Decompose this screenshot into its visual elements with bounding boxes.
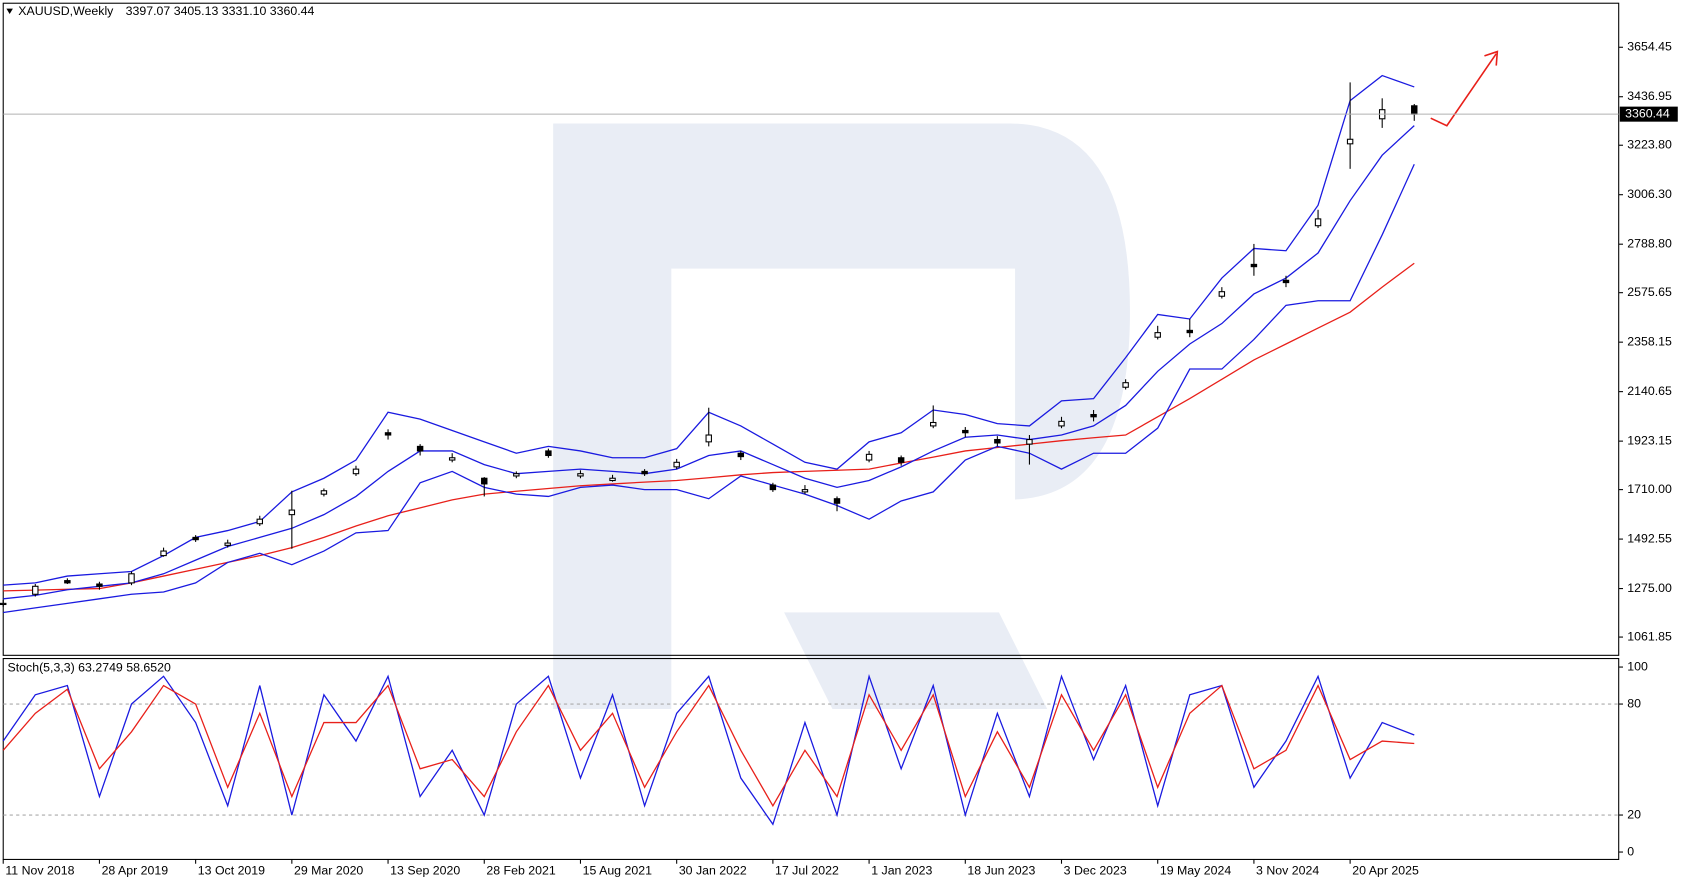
x-tick-label: 19 May 2024 xyxy=(1160,864,1231,878)
y-tick-label: 1710.00 xyxy=(1627,482,1672,496)
arrow-line xyxy=(1430,53,1497,127)
x-tick-label: 20 Apr 2025 xyxy=(1352,864,1419,878)
x-tick-label: 18 Jun 2023 xyxy=(967,864,1035,878)
candle-body xyxy=(577,473,584,477)
candle-body xyxy=(448,457,456,461)
series-line xyxy=(3,164,1415,614)
candle-body xyxy=(1282,279,1290,284)
y-tick-label: 3654.45 xyxy=(1627,40,1672,54)
price-quote: 3397.07 3405.13 3331.10 3360.44 xyxy=(126,4,315,18)
watermark xyxy=(553,123,1130,710)
candle-body xyxy=(865,453,873,461)
candle-body xyxy=(1058,420,1065,427)
series-line xyxy=(3,262,1415,592)
candle-body xyxy=(801,489,809,493)
candle-body xyxy=(962,429,969,434)
y-tick-label: 3006.30 xyxy=(1627,187,1672,201)
candle-body xyxy=(641,470,648,475)
dropdown-icon xyxy=(6,8,13,14)
candle-body xyxy=(673,461,680,468)
candle-body xyxy=(737,452,745,458)
y-tick-label: 1275.00 xyxy=(1627,581,1672,595)
x-tick-label: 13 Sep 2020 xyxy=(390,864,460,878)
candle-body xyxy=(288,509,296,516)
y-tick-label: 3436.95 xyxy=(1627,89,1672,103)
candle-body xyxy=(705,434,712,443)
series-line xyxy=(3,125,1415,600)
y-tick-label: 2358.15 xyxy=(1627,334,1672,348)
candle-body xyxy=(1218,291,1226,297)
x-tick-label: 30 Jan 2022 xyxy=(679,864,747,878)
arrow-head xyxy=(1484,50,1499,66)
watermark-leg xyxy=(784,612,1048,710)
candle-body xyxy=(352,468,360,475)
candle-body xyxy=(897,457,905,463)
candle-body xyxy=(256,518,263,525)
x-tick-label: 15 Aug 2021 xyxy=(583,864,652,878)
candle-body xyxy=(769,484,777,491)
candle-body xyxy=(1250,263,1258,268)
candle-body xyxy=(320,490,328,495)
series-line xyxy=(2,684,1415,808)
y-tick-label: 80 xyxy=(1627,696,1641,710)
last-price-box xyxy=(1619,106,1678,122)
candle-body xyxy=(930,421,937,427)
x-tick-label: 11 Nov 2018 xyxy=(5,864,74,878)
x-tick-label: 28 Apr 2019 xyxy=(102,864,169,878)
x-tick-label: 1 Jan 2023 xyxy=(871,864,932,878)
y-tick-label: 2575.65 xyxy=(1627,285,1672,299)
candle-body xyxy=(224,542,231,546)
candle-body xyxy=(160,550,167,557)
candle-body xyxy=(416,445,424,452)
candle-body xyxy=(96,583,103,587)
candle-body xyxy=(192,536,199,541)
candle-body xyxy=(1314,218,1322,227)
candle-body xyxy=(1346,138,1354,145)
candle-body xyxy=(1026,439,1033,445)
x-tick-label: 29 Mar 2020 xyxy=(294,864,363,878)
price-title: XAUUSD,Weekly xyxy=(18,4,114,18)
candle-body xyxy=(513,473,520,477)
x-tick-label: 13 Oct 2019 xyxy=(198,864,265,878)
price-panel-frame xyxy=(2,2,1620,656)
candle-body xyxy=(64,580,71,584)
candle-body xyxy=(833,498,841,504)
forecast-arrow xyxy=(1430,50,1499,127)
y-tick-label: 100 xyxy=(1627,659,1648,673)
candle-body xyxy=(32,585,39,595)
y-tick-label: 2788.80 xyxy=(1627,236,1672,250)
candle-body xyxy=(384,432,392,436)
candle-body xyxy=(1122,382,1129,388)
last-price-label: 3360.44 xyxy=(1625,106,1670,120)
series-line xyxy=(2,673,1415,826)
candle-body xyxy=(128,573,135,584)
x-tick-label: 3 Nov 2024 xyxy=(1256,864,1319,878)
candle-body xyxy=(0,602,7,606)
candle-body xyxy=(609,477,616,482)
x-tick-label: 17 Jul 2022 xyxy=(775,864,839,878)
y-tick-label: 3223.80 xyxy=(1627,137,1672,151)
y-tick-label: 1061.85 xyxy=(1627,629,1672,643)
candle-body xyxy=(1154,332,1161,338)
y-tick-label: 0 xyxy=(1627,844,1634,858)
x-tick-label: 28 Feb 2021 xyxy=(486,864,555,878)
candle-body xyxy=(481,477,488,485)
candle-body xyxy=(1090,414,1097,418)
stoch-panel-frame xyxy=(2,658,1620,860)
y-tick-label: 20 xyxy=(1627,807,1641,821)
y-tick-label: 1492.55 xyxy=(1627,531,1672,545)
candle-body xyxy=(994,439,1001,444)
x-tick-label: 3 Dec 2023 xyxy=(1064,864,1127,878)
candle-body xyxy=(1411,105,1418,115)
candle-body xyxy=(545,450,552,457)
watermark-shape xyxy=(553,123,1130,710)
candle-body xyxy=(1186,329,1193,334)
y-tick-label: 2140.65 xyxy=(1627,384,1672,398)
y-tick-label: 1923.15 xyxy=(1627,433,1672,447)
stoch-title: Stoch(5,3,3) 63.2749 58.6520 xyxy=(8,660,171,674)
